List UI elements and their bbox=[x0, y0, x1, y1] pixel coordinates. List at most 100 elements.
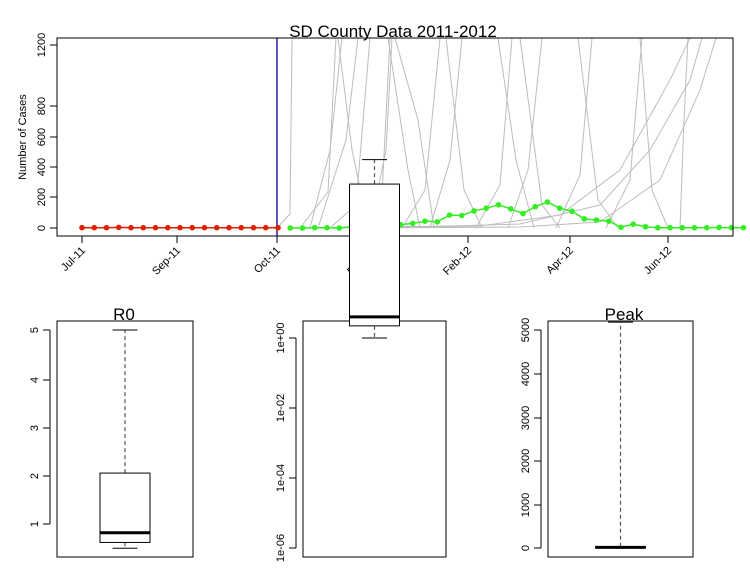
y-tick-label: 2 bbox=[29, 473, 41, 479]
data-point bbox=[226, 224, 232, 231]
simulation-line bbox=[475, 38, 513, 229]
data-point bbox=[91, 224, 98, 231]
y-tick-label: 1000 bbox=[520, 493, 532, 517]
data-point bbox=[128, 224, 134, 231]
y-tick-label: 1 bbox=[29, 521, 41, 527]
y-axis-label: Number of Cases bbox=[17, 94, 29, 180]
panel-title: Peak bbox=[605, 305, 644, 324]
y-tick-label: 0 bbox=[520, 545, 532, 551]
data-point bbox=[458, 212, 465, 219]
box-iqr bbox=[99, 472, 151, 543]
y-tick-label: 1e-04 bbox=[275, 464, 287, 492]
y-tick-label: 2000 bbox=[520, 449, 532, 473]
data-point bbox=[740, 224, 747, 231]
data-point bbox=[581, 216, 588, 222]
data-point bbox=[324, 224, 330, 231]
simulation-line bbox=[317, 38, 359, 229]
simulation-line bbox=[309, 38, 343, 229]
data-point bbox=[299, 225, 306, 231]
data-point bbox=[152, 224, 159, 231]
y-tick-label: 3000 bbox=[520, 406, 532, 430]
series-observed-red bbox=[79, 224, 281, 231]
box-iqr bbox=[349, 183, 400, 327]
data-point bbox=[618, 224, 624, 231]
data-point bbox=[716, 224, 722, 231]
data-point bbox=[238, 224, 245, 231]
data-point bbox=[189, 224, 196, 231]
y-tick-label: 5000 bbox=[520, 318, 532, 342]
data-point bbox=[532, 203, 539, 210]
plot-frame bbox=[56, 320, 194, 558]
data-point bbox=[177, 224, 183, 231]
boxplot-panel-peak: Peak 0 1000 2000 3000 4000 5000 bbox=[520, 305, 694, 558]
plot-frame bbox=[547, 320, 694, 558]
data-point bbox=[642, 223, 649, 230]
data-point bbox=[520, 210, 526, 217]
simulation-line bbox=[519, 38, 561, 229]
y-tick-label: 600 bbox=[36, 128, 48, 146]
y-tick-label: 5 bbox=[29, 327, 41, 333]
y-tick-label: 1200 bbox=[36, 33, 48, 57]
data-point bbox=[275, 224, 281, 231]
simulation-line bbox=[276, 38, 293, 229]
data-point bbox=[483, 205, 490, 211]
data-point bbox=[679, 224, 686, 231]
data-point bbox=[103, 224, 110, 231]
x-tick-label: Feb-12 bbox=[441, 245, 474, 278]
simulation-line bbox=[359, 38, 717, 229]
data-point bbox=[593, 217, 600, 223]
panel-title: R0 bbox=[113, 305, 135, 324]
data-point bbox=[434, 219, 441, 225]
x-tick-label: Sep-11 bbox=[150, 245, 183, 278]
simulation-line bbox=[429, 38, 463, 229]
x-tick-label: Jun-12 bbox=[642, 245, 674, 277]
data-point bbox=[115, 224, 122, 231]
data-point bbox=[336, 225, 343, 231]
simulation-line bbox=[497, 38, 535, 229]
simulation-line bbox=[507, 38, 543, 229]
data-point bbox=[507, 206, 514, 212]
data-point bbox=[201, 224, 208, 231]
data-point bbox=[605, 218, 612, 224]
data-point bbox=[667, 224, 673, 231]
data-point bbox=[446, 212, 453, 218]
x-tick-label: Jul-11 bbox=[59, 245, 88, 274]
y-tick-label: 0 bbox=[36, 225, 48, 231]
data-point bbox=[691, 224, 698, 231]
data-point bbox=[471, 208, 477, 214]
plot-frame bbox=[302, 320, 447, 558]
data-point bbox=[495, 202, 502, 208]
y-axis: 0 200 400 600 800 1200 bbox=[36, 33, 58, 231]
data-point bbox=[556, 205, 563, 211]
data-point bbox=[544, 199, 551, 205]
y-tick-label: 200 bbox=[36, 188, 48, 206]
data-point bbox=[703, 224, 710, 231]
y-tick-label: 400 bbox=[36, 158, 48, 176]
x-tick-label: Apr-12 bbox=[544, 245, 576, 277]
y-tick-label: 3 bbox=[29, 425, 41, 431]
simulation-line bbox=[639, 38, 669, 229]
simulation-line bbox=[555, 38, 593, 229]
x-tick-label: Oct-11 bbox=[252, 245, 283, 276]
data-point bbox=[140, 224, 147, 231]
data-point bbox=[654, 224, 661, 231]
data-point bbox=[311, 224, 318, 231]
data-point bbox=[422, 218, 428, 224]
data-point bbox=[409, 220, 416, 227]
chart-title: SD County Data 2011-2012 bbox=[289, 22, 497, 41]
y-tick-label: 800 bbox=[36, 97, 48, 115]
simulation-line bbox=[401, 38, 441, 229]
simulation-line bbox=[299, 38, 337, 229]
simulation-line bbox=[329, 38, 691, 229]
data-point bbox=[213, 224, 220, 231]
data-point bbox=[250, 224, 257, 231]
y-tick-label: 1e-06 bbox=[275, 534, 287, 562]
data-point bbox=[164, 224, 171, 231]
data-point bbox=[79, 224, 85, 231]
simulation-line bbox=[387, 38, 421, 229]
simulation-lines bbox=[276, 38, 717, 229]
data-point bbox=[630, 221, 637, 227]
simulation-line bbox=[577, 38, 619, 229]
